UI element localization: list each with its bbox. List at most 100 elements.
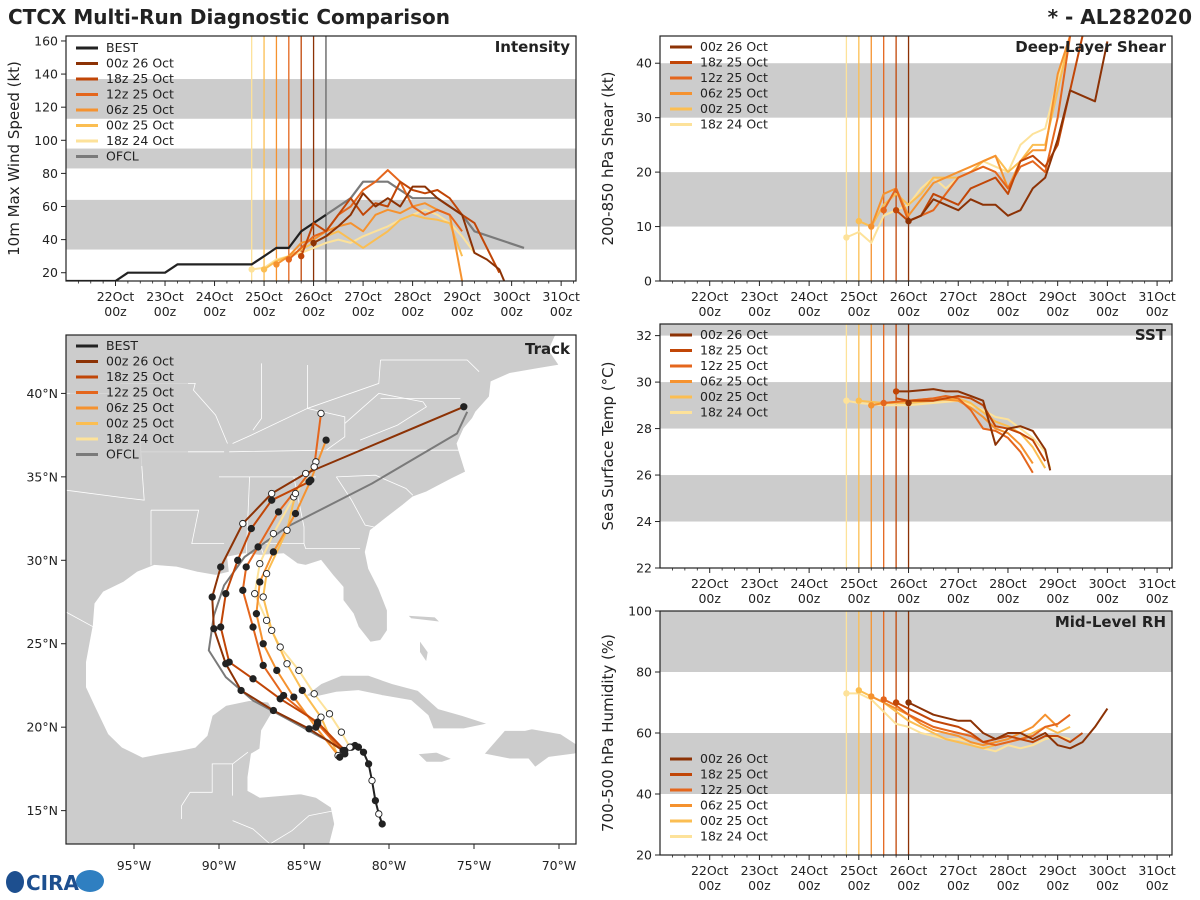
intensity-band-1 <box>66 148 576 169</box>
sst-legend-label-00z-25-oct: 00z 25 Oct <box>700 389 768 404</box>
rh-ytick-label-100: 100 <box>628 604 652 619</box>
rh-legend-label-18z-25-oct: 18z 25 Oct <box>700 767 768 782</box>
sst-panel: 22242628303222Oct00z23Oct00z24Oct00z25Oc… <box>599 323 1176 606</box>
intensity-xtick-day-25: 25Oct <box>245 289 283 304</box>
track-point-06z-25-oct <box>259 640 267 648</box>
track-land-bahamas-abaco <box>406 614 442 623</box>
intensity-ytick-label-40: 40 <box>42 232 58 247</box>
track-border-state-oh <box>306 359 381 409</box>
track-lat-label: 15°N <box>26 803 58 818</box>
track-point-18z-25-oct <box>222 590 230 598</box>
shear-ylabel: 200-850 hPa Shear (kt) <box>599 72 617 246</box>
track-point-12z-25-oct <box>239 586 247 594</box>
track-point-12z-25-oct <box>259 661 267 670</box>
track-lat-label: 30°N <box>26 553 58 568</box>
track-point-00z-25-oct <box>291 489 300 498</box>
track-point-12z-25-oct <box>242 563 250 571</box>
track-point-00z-26-oct <box>222 660 230 668</box>
rh-xtick-day-22: 22Oct <box>691 863 729 878</box>
shear-xtick-day-24: 24Oct <box>790 289 828 304</box>
track-point-00z-25-oct <box>259 593 267 601</box>
intensity-ytick-label-140: 140 <box>34 67 58 82</box>
intensity-legend-label-00z-26-oct: 00z 26 Oct <box>106 56 174 71</box>
sst-xtick-hour-23: 00z <box>748 591 771 606</box>
sst-xtick-day-26: 26Oct <box>890 576 928 591</box>
track-land-jamaica <box>416 751 454 763</box>
track-point-18z-25-oct <box>234 556 242 564</box>
sst-series-12z-25-oct <box>883 395 1034 474</box>
rh-legend-label-00z-26-oct: 00z 26 Oct <box>700 751 768 766</box>
sst-ytick-label-28: 28 <box>636 421 652 436</box>
track-point-00z-26-oct <box>210 625 218 633</box>
sst-xtick-day-24: 24Oct <box>790 576 828 591</box>
track-lat-label: 20°N <box>26 720 58 735</box>
rh-init-marker-00z-26-oct <box>905 699 912 706</box>
track-point-06z-25-oct <box>273 666 281 675</box>
track-point-00z-26-oct <box>208 593 216 601</box>
track-point-18z-24-oct <box>337 728 346 736</box>
shear-xtick-hour-29: 00z <box>1046 304 1069 319</box>
intensity-xtick-hour-23: 00z <box>154 304 177 319</box>
track-border-state-sc-ga <box>335 476 374 528</box>
shear-xtick-hour-30: 00z <box>1096 304 1119 319</box>
sst-plot-area <box>660 324 1172 568</box>
sst-xtick-day-30: 30Oct <box>1089 576 1127 591</box>
shear-xtick-hour-23: 00z <box>748 304 771 319</box>
shear-xtick-day-23: 23Oct <box>741 289 779 304</box>
track-lon-label: 85°W <box>287 858 322 873</box>
track-lines <box>207 403 469 828</box>
shear-xtick-day-31: 31Oct <box>1138 289 1176 304</box>
rh-ytick-label-80: 80 <box>636 665 652 680</box>
track-frame <box>65 334 577 845</box>
rh-plot-area <box>660 611 1172 855</box>
track-lon-label: 75°W <box>457 858 492 873</box>
rh-xtick-hour-31: 00z <box>1146 878 1169 893</box>
intensity-xtick-hour-25: 00z <box>253 304 276 319</box>
intensity-series-00z-26-oct <box>313 185 506 281</box>
shear-xtick-day-25: 25Oct <box>840 289 878 304</box>
track-point-18z-25-oct <box>249 675 257 683</box>
sst-legend-label-18z-24-oct: 18z 24 Oct <box>700 405 768 420</box>
sst-init-marker-06z-25-oct <box>868 402 875 409</box>
track-legend-label-00z-25-oct: 00z 25 Oct <box>106 416 174 431</box>
track-point-06z-25-oct <box>336 753 344 761</box>
sst-init-marker-00z-25-oct <box>855 397 863 404</box>
shear-xtick-hour-22: 00z <box>698 304 721 319</box>
sst-band-2 <box>660 324 1172 336</box>
track-line-00z-26-oct <box>211 405 465 752</box>
sst-xtick-day-28: 28Oct <box>989 576 1027 591</box>
track-point-06z-25-oct <box>291 509 300 518</box>
sst-xtick-hour-30: 00z <box>1096 591 1119 606</box>
track-point-00z-25-oct <box>283 526 291 534</box>
track-lon-label: 95°W <box>117 858 152 873</box>
intensity-ytick-label-120: 120 <box>34 100 58 115</box>
track-point-06z-25-oct <box>252 610 261 618</box>
intensity-xtick-hour-31: 00z <box>550 304 573 319</box>
shear-init-marker-18z-24-oct <box>843 234 850 241</box>
rh-legend-label-06z-25-oct: 06z 25 Oct <box>700 798 768 813</box>
track-point-00z-25-oct <box>298 686 306 695</box>
track-point-18z-24-oct <box>256 559 264 568</box>
rh-xtick-hour-22: 00z <box>698 878 721 893</box>
track-point-00z-26-oct <box>237 686 245 695</box>
track-point-12z-25-oct <box>249 623 257 631</box>
track-lat-label: 25°N <box>26 636 58 651</box>
sst-ytick-label-32: 32 <box>636 328 652 343</box>
sst-ytick-label-26: 26 <box>636 468 652 483</box>
intensity-xtick-day-27: 27Oct <box>344 289 382 304</box>
track-land-cuba <box>304 675 490 730</box>
intensity-panel: 2040608010012014016022Oct00z23Oct00z24Oc… <box>5 33 580 319</box>
track-point-18z-24-oct <box>325 710 334 718</box>
shear-ytick-label-20: 20 <box>636 165 652 180</box>
shear-legend-label-12z-25-oct: 12z 25 Oct <box>700 70 768 85</box>
track-border-state-pa-ny <box>380 359 480 372</box>
track-legend-label-06z-25-oct: 06z 25 Oct <box>106 400 174 415</box>
shear-legend-label-18z-24-oct: 18z 24 Oct <box>700 117 768 132</box>
shear-plot-area <box>660 36 1172 281</box>
sst-xtick-hour-26: 00z <box>897 591 920 606</box>
shear-init-marker-00z-26-oct <box>905 217 912 225</box>
track-point-best <box>359 748 368 756</box>
shear-xtick-day-30: 30Oct <box>1089 289 1127 304</box>
shear-xtick-hour-31: 00z <box>1146 304 1169 319</box>
sst-xtick-day-29: 29Oct <box>1039 576 1077 591</box>
